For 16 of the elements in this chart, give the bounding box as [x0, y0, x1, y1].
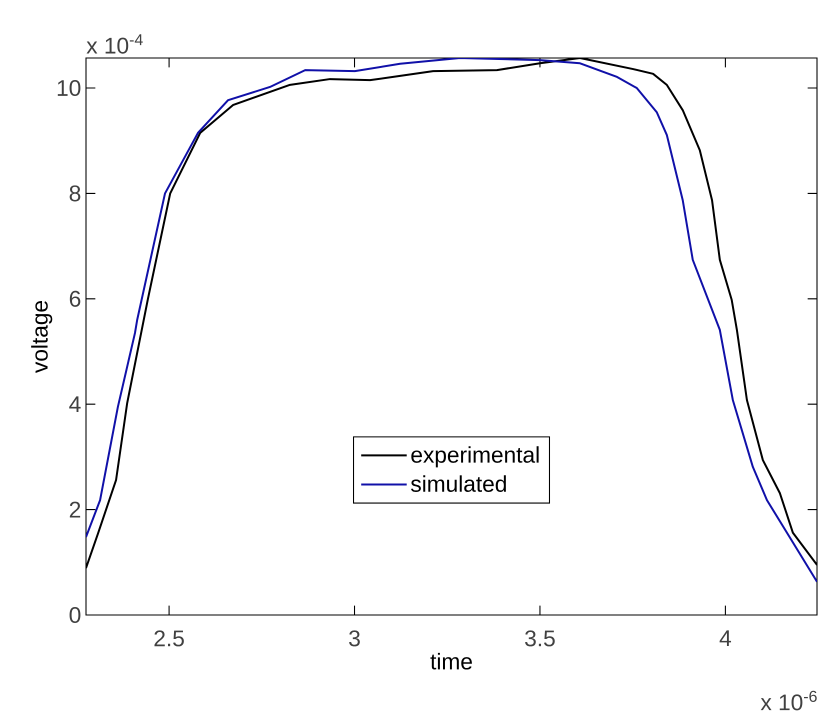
x-tick-label: 3: [349, 630, 360, 646]
text: x 10$^{-4}$: [86, 34, 143, 54]
legend-label: experimental: [411, 446, 539, 468]
y-axis-title: voltage: [31, 300, 52, 373]
y-tick-label: 4: [69, 396, 81, 412]
y-tick-label: 0: [70, 606, 80, 624]
text: x 10$^{-6}$: [760, 690, 817, 710]
y-tick-label: 6: [70, 290, 80, 307]
y-tick-label: 8: [70, 185, 80, 202]
x-tick-label: 4: [720, 630, 732, 646]
y-tick-label: 2: [70, 502, 80, 518]
legend-label: simulated: [411, 475, 506, 492]
x-axis-title: time: [430, 652, 472, 670]
x-tick-label: 2.5: [154, 630, 184, 646]
y-tick-label: 10: [58, 80, 80, 96]
x-tick-label: 3.5: [525, 630, 555, 646]
